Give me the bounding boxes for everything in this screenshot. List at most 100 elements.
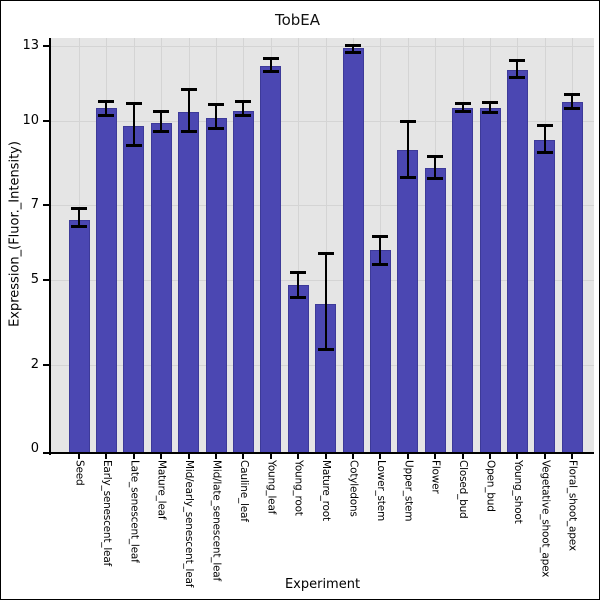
error-bar-cap-bottom-young-shoot (509, 76, 526, 80)
error-bar-whisker-closed-bud (461, 103, 464, 112)
error-bar-cap-top-vegetative-shoot-apex (536, 123, 553, 127)
x-tick-mark (324, 454, 327, 459)
bar-mid-late-senescent-leaf (205, 118, 227, 453)
x-tick-label-young-root: Young_root (292, 460, 305, 516)
y-tick-mark (43, 45, 49, 47)
error-bar-cap-bottom-mature-root (317, 348, 334, 352)
error-bar-cap-top-lower-stem (372, 235, 389, 239)
gridline-horizontal (51, 46, 594, 47)
x-tick-mark (406, 454, 409, 459)
x-tick-label-lower-stem: Lower_stem (374, 460, 387, 521)
y-tick-label: 13 (22, 38, 39, 53)
y-tick-mark (43, 119, 49, 122)
plot-area (51, 38, 594, 453)
bar-young-leaf (260, 65, 282, 453)
x-tick-mark (379, 454, 382, 459)
error-bar-cap-bottom-floral-shoot-apex (564, 107, 581, 111)
error-bar-whisker-seed (78, 208, 80, 227)
error-bar-cap-top-open-bud (482, 100, 498, 104)
y-tick-label: 0 (30, 441, 39, 456)
error-bar-cap-top-young-root (290, 271, 307, 274)
x-tick-mark (352, 454, 354, 459)
error-bar-whisker-flower (434, 155, 437, 180)
error-bar-cap-top-mature-leaf (153, 109, 170, 113)
bar-upper-stem (397, 149, 419, 453)
y-tick-label: 2 (30, 356, 39, 372)
error-bar-whisker-mature-leaf (160, 110, 163, 132)
gridline-horizontal (51, 120, 594, 122)
y-axis-label: Expression_(Fluor._Intensity) (7, 141, 23, 327)
x-tick-label-young-leaf: Young_leaf (265, 460, 278, 515)
error-bar-cap-bottom-mature-leaf (153, 129, 170, 133)
error-bar-whisker-early-senescent-leaf (105, 100, 108, 116)
error-bar-cap-bottom-flower (427, 177, 444, 181)
error-bar-whisker-young-shoot (516, 59, 519, 79)
error-bar-whisker-open-bud (489, 101, 491, 114)
error-bar-cap-top-young-leaf (262, 57, 279, 61)
x-tick-label-mature-root: Mature_root (320, 460, 333, 521)
bar-cotyledons (342, 48, 364, 453)
error-bar-cap-top-mid-early-senescent-leaf (180, 88, 197, 92)
bar-mature-leaf (150, 123, 172, 453)
x-tick-mark (297, 454, 300, 459)
error-bar-whisker-vegetative-shoot-apex (543, 124, 546, 153)
bar-cauline-leaf (232, 110, 254, 453)
x-tick-label-seed: Seed (73, 460, 86, 486)
error-bar-whisker-mid-early-senescent-leaf (187, 89, 190, 132)
x-tick-mark (434, 454, 437, 459)
gridline-vertical (298, 38, 300, 453)
error-bar-cap-bottom-mid-late-senescent-leaf (208, 126, 224, 130)
x-tick-label-mid-late-senescent-leaf: Mid/late_senescent_leaf (210, 460, 223, 582)
error-bar-cap-top-cotyledons (345, 43, 361, 47)
gridline-horizontal (51, 204, 594, 206)
gridline-vertical (325, 38, 327, 453)
bar-open-bud (479, 108, 501, 453)
x-tick-label-floral-shoot-apex: Floral_shoot_apex (566, 460, 579, 551)
error-bar-cap-top-young-shoot (509, 58, 526, 62)
x-tick-label-mid-early-senescent-leaf: Mid/early_senescent_leaf (183, 460, 196, 588)
x-tick-label-vegetative-shoot-apex: Vegetative_shoot_apex (539, 460, 552, 578)
error-bar-cap-top-closed-bud (454, 102, 471, 106)
error-bar-cap-bottom-early-senescent-leaf (98, 113, 115, 117)
x-tick-mark (242, 454, 245, 459)
bar-young-root (287, 285, 309, 453)
bar-vegetative-shoot-apex (534, 140, 556, 453)
error-bar-whisker-cotyledons (352, 44, 354, 54)
x-tick-mark (160, 454, 163, 459)
x-tick-label-late-senescent-leaf: Late_senescent_leaf (128, 460, 141, 563)
error-bar-whisker-cauline-leaf (242, 100, 245, 116)
x-tick-label-upper-stem: Upper_stem (402, 460, 415, 522)
error-bar-cap-bottom-vegetative-shoot-apex (536, 150, 553, 154)
x-tick-mark (571, 454, 574, 459)
x-axis-label: Experiment (284, 577, 361, 592)
error-bar-whisker-mid-late-senescent-leaf (215, 104, 217, 129)
x-tick-mark (132, 454, 135, 459)
y-tick-mark (43, 203, 49, 206)
x-tick-label-flower: Flower (429, 460, 442, 494)
x-tick-label-young-shoot: Young_shoot (511, 460, 524, 524)
error-bar-whisker-late-senescent-leaf (132, 103, 135, 146)
x-tick-mark (543, 454, 546, 459)
bar-flower (424, 168, 446, 453)
bar-lower-stem (369, 249, 391, 453)
error-bar-cap-bottom-mid-early-senescent-leaf (180, 129, 197, 133)
x-tick-label-mature-leaf: Mature_leaf (155, 460, 168, 520)
error-bar-cap-bottom-cotyledons (345, 51, 361, 55)
x-tick-mark (215, 454, 217, 459)
y-tick-mark (43, 363, 49, 366)
error-bar-cap-top-early-senescent-leaf (98, 99, 115, 103)
error-bar-cap-top-mature-root (317, 252, 334, 256)
error-bar-cap-top-late-senescent-leaf (125, 102, 142, 106)
chart-title: TobEA (274, 11, 321, 29)
x-tick-mark (187, 454, 190, 459)
error-bar-cap-top-floral-shoot-apex (564, 93, 581, 97)
error-bar-whisker-floral-shoot-apex (571, 94, 574, 110)
error-bar-whisker-young-leaf (269, 58, 272, 73)
x-axis-spine (49, 452, 594, 454)
error-bar-cap-bottom-seed (71, 225, 87, 228)
x-tick-label-early-senescent-leaf: Early_senescent_leaf (100, 460, 113, 567)
error-bar-cap-bottom-cauline-leaf (235, 113, 252, 117)
error-bar-cap-top-flower (427, 154, 444, 158)
x-tick-mark (269, 454, 272, 459)
